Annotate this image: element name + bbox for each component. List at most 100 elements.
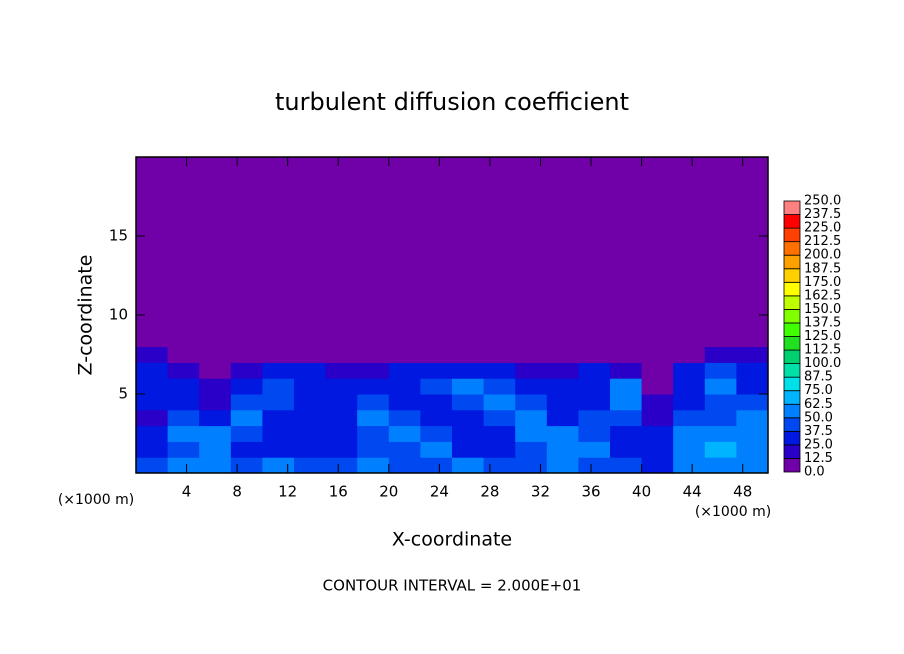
colorbar-label: 175.0 [804,275,841,290]
cell [357,346,390,363]
overlay: 4 8 12 16 20 24 28 32 36 40 44 48510150.012.525.037… [109,156,841,501]
cell [578,394,611,411]
colorbar-swatch [783,444,801,459]
cell [294,362,327,379]
cell [420,409,453,427]
cell [452,362,485,379]
colorbar-swatch [783,227,801,243]
cell [167,378,200,395]
cell [230,157,263,348]
cell [452,346,485,363]
colorbar-label: 25.0 [804,437,833,452]
cell [325,394,358,411]
y-tick-label: 15 [109,227,128,245]
cell [578,378,611,395]
cell [641,457,674,474]
cell [610,378,643,395]
cell [673,425,706,442]
cell [610,362,643,379]
cell [578,362,611,379]
cell [388,394,421,411]
x-tick-label: 36 [581,483,600,501]
colorbar-swatch [783,241,801,256]
cell [167,394,200,411]
cell [294,157,327,348]
field [136,157,769,474]
cell [420,362,453,379]
cell [199,425,232,442]
cell [578,425,611,442]
cell [357,394,390,411]
cell [294,441,327,458]
y-axis-label: Z-coordinate [75,255,97,376]
cell [167,346,200,363]
cell [610,425,643,442]
y-tick-label: 10 [109,306,128,324]
cell [388,378,421,395]
cell [736,425,769,442]
cell [546,157,579,348]
cell [673,346,706,363]
cell [641,425,674,442]
cell [230,346,263,363]
cell [294,394,327,411]
cell [546,457,579,474]
cell [167,409,200,427]
x-tick-label: 28 [480,483,499,501]
cell [199,441,232,458]
cell [325,362,358,379]
colorbar-label: 50.0 [804,410,833,425]
cell [136,457,169,474]
cell [325,425,358,442]
colorbar-swatch [783,390,801,405]
colorbar-label: 237.5 [804,207,841,222]
cell [357,362,390,379]
cell [420,157,453,348]
cell [136,378,169,395]
cell [673,362,706,379]
cell [167,425,200,442]
cell [515,425,548,442]
cell [610,394,643,411]
cell [483,409,516,427]
cell [704,394,737,411]
cell [452,378,485,395]
cell [325,409,358,427]
cell [641,409,674,427]
cell [546,378,579,395]
cell [136,409,169,427]
cell [610,157,643,348]
cell [673,457,706,474]
cell [388,362,421,379]
cell [515,457,548,474]
cell [515,409,548,427]
cell [641,346,674,363]
cell [199,362,232,379]
cell [483,346,516,363]
cell [546,346,579,363]
cell [736,157,769,348]
chart-title: turbulent diffusion coefficient [275,88,629,116]
colorbar-swatch [783,295,801,310]
colorbar-swatch [783,268,801,283]
cell [230,362,263,379]
cell [546,441,579,458]
x-tick-label: 12 [278,483,297,501]
cell [388,157,421,348]
cell [546,425,579,442]
colorbar-label: 225.0 [804,221,841,236]
colorbar-swatch [783,336,801,351]
cell [388,457,421,474]
y-tick-label: 5 [118,385,128,403]
cell [325,346,358,363]
cell [641,362,674,379]
colorbar-label: 137.5 [804,315,841,330]
colorbar-label: 212.5 [804,234,841,249]
cell [420,457,453,474]
cell [515,441,548,458]
cell [704,457,737,474]
cell [610,457,643,474]
colorbar-swatch [783,322,801,337]
colorbar-swatch [783,417,801,432]
x-tick-label: 48 [733,483,752,501]
